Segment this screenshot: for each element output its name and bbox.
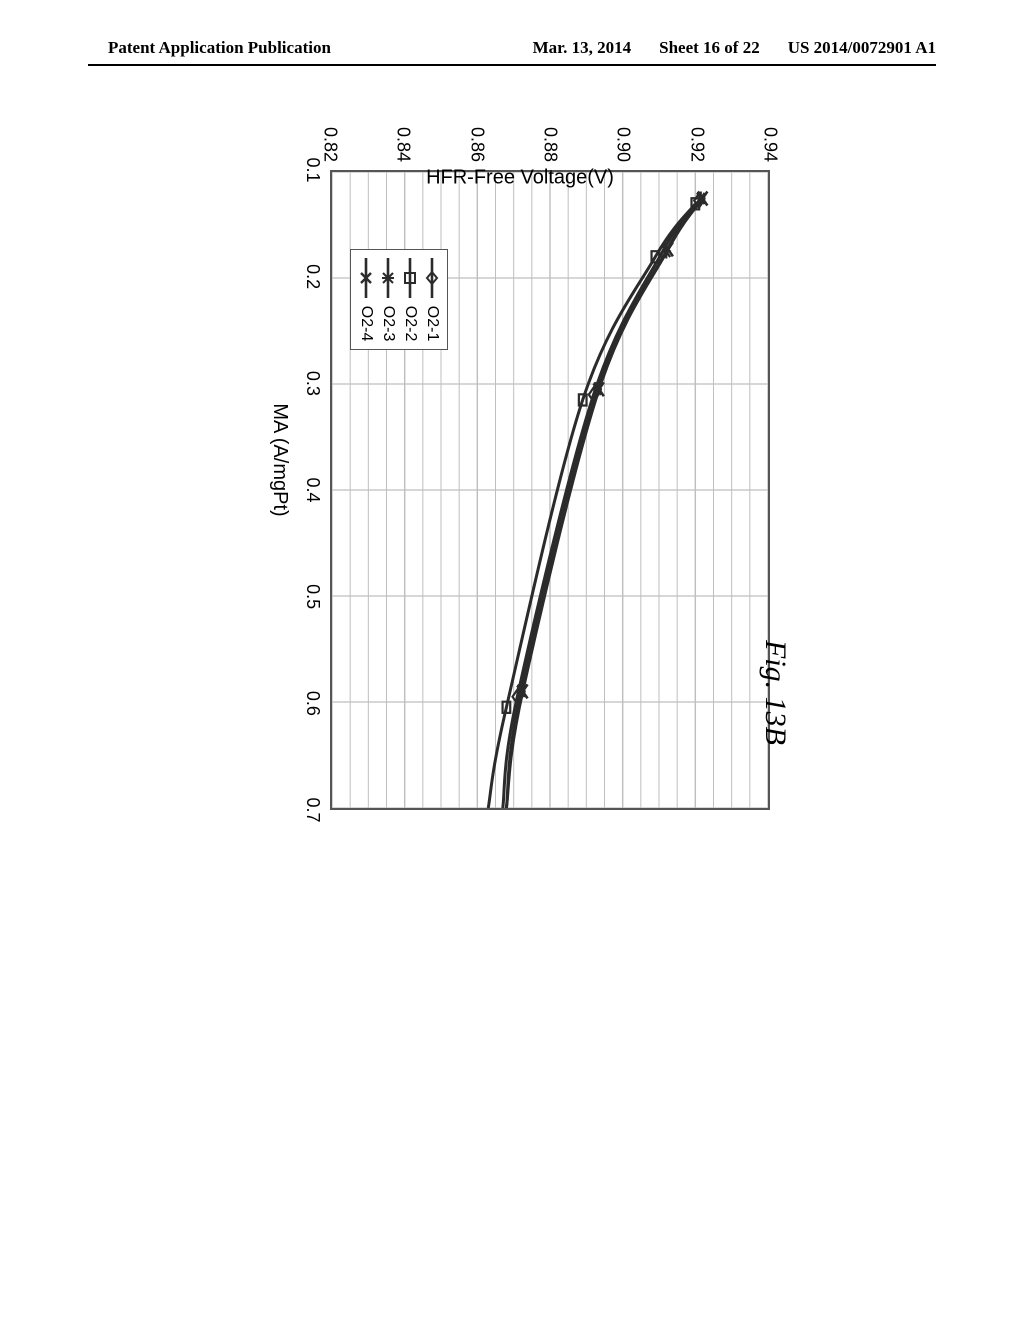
chart-stage: O2-1O2-2O2-3O2-4 0.82 0.84 0.86 0.88 0.90 0.9… (250, 80, 790, 840)
legend-label: O2-1 (423, 306, 441, 342)
x-tick-label: 0.7 (302, 797, 323, 822)
legend-label: O2-3 (379, 306, 397, 342)
y-tick-label: 0.94 (760, 120, 781, 162)
y-tick-label: 0.88 (540, 120, 561, 162)
header-right: Mar. 13, 2014 Sheet 16 of 22 US 2014/007… (533, 38, 936, 58)
legend-row: O2-1 (421, 256, 443, 342)
page-header: Patent Application Publication Mar. 13, … (0, 38, 1024, 58)
x-tick-label: 0.2 (302, 264, 323, 289)
header-date: Mar. 13, 2014 (533, 38, 632, 58)
y-tick-label: 0.90 (613, 120, 634, 162)
x-tick-label: 0.3 (302, 371, 323, 396)
y-tick-label: 0.84 (393, 120, 414, 162)
page: Patent Application Publication Mar. 13, … (0, 0, 1024, 1320)
legend: O2-1O2-2O2-3O2-4 (350, 249, 448, 351)
y-tick-label: 0.82 (320, 120, 341, 162)
y-tick-label: 0.86 (466, 120, 487, 162)
legend-row: O2-2 (399, 256, 421, 342)
header-pubno: US 2014/0072901 A1 (788, 38, 936, 58)
legend-marker-icon (401, 256, 419, 300)
x-axis-label: MA (A/mgPt) (268, 403, 291, 516)
x-tick-label: 0.5 (302, 584, 323, 609)
x-tick-label: 0.4 (302, 477, 323, 502)
legend-marker-icon (423, 256, 441, 300)
legend-row: O2-3 (377, 256, 399, 342)
chart: O2-1O2-2O2-3O2-4 0.82 0.84 0.86 0.88 0.90 0.9… (250, 80, 790, 840)
figure-caption: Fig. 13B (758, 640, 792, 745)
y-tick-label: 0.92 (686, 120, 707, 162)
legend-marker-icon (357, 256, 375, 300)
plot-area: O2-1O2-2O2-3O2-4 (330, 170, 770, 810)
legend-marker-icon (379, 256, 397, 300)
x-tick-label: 0.6 (302, 691, 323, 716)
header-sheet: Sheet 16 of 22 (659, 38, 760, 58)
y-axis-label: HFR-Free Voltage(V) (426, 166, 614, 189)
legend-label: O2-2 (401, 306, 419, 342)
header-rule (88, 64, 936, 66)
legend-label: O2-4 (357, 306, 375, 342)
header-left: Patent Application Publication (108, 38, 331, 58)
legend-row: O2-4 (355, 256, 377, 342)
x-tick-label: 0.1 (302, 157, 323, 182)
